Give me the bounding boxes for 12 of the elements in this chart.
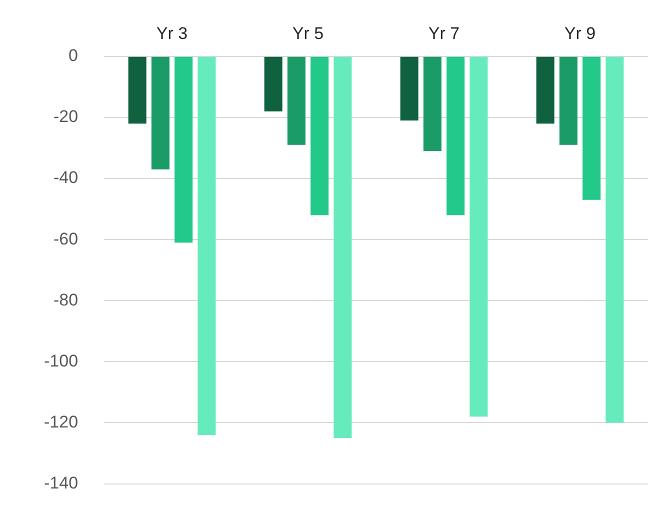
y-tick-label: -120	[44, 412, 78, 432]
y-tick-label: -60	[53, 229, 78, 248]
y-tick-label: -100	[44, 351, 78, 370]
y-tick-label: -20	[53, 107, 78, 126]
x-tick-label: Yr 5	[292, 24, 324, 43]
y-tick-label: 0	[68, 46, 78, 66]
y-tick-label: -80	[53, 290, 78, 310]
x-tick-label: Yr 9	[564, 24, 596, 43]
x-tick-label: Yr 7	[428, 24, 460, 43]
x-tick-label: Yr 3	[156, 24, 188, 43]
y-tick-label: -140	[44, 473, 78, 492]
y-tick-label: -40	[53, 168, 78, 188]
